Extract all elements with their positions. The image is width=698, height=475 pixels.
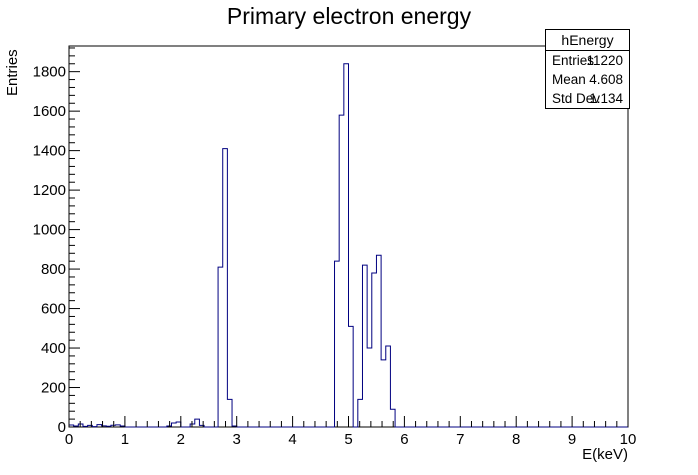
x-tick-label: 8 [512, 431, 520, 448]
y-axis-label: Entries [4, 49, 21, 96]
y-tick-label: 1600 [33, 103, 66, 120]
x-tick-label: 2 [177, 431, 185, 448]
x-tick-label: 5 [344, 431, 352, 448]
x-tick-label: 10 [620, 431, 637, 448]
y-tick-label: 400 [41, 340, 66, 357]
y-tick-label: 1200 [33, 182, 66, 199]
histogram-series-line [68, 63, 628, 428]
stats-label-entries: Entries [552, 53, 595, 68]
stats-row-mean: Mean 4.608 [546, 70, 629, 89]
stats-row-entries: Entries 11220 [546, 51, 629, 70]
x-axis: 0 1 2 3 4 5 6 7 8 9 10 [65, 416, 637, 448]
stats-box: hEnergy Entries 11220 Mean 4.608 Std Dev… [545, 29, 630, 109]
stats-value-stddev: 1.134 [589, 91, 623, 106]
stats-value-entries: 11220 [586, 53, 623, 68]
y-axis: 0 200 400 600 800 1000 1200 1400 1600 1800 [33, 47, 80, 436]
y-tick-label: 800 [41, 261, 66, 278]
x-axis-label: E(keV) [582, 446, 628, 463]
x-tick-label: 6 [400, 431, 408, 448]
stats-value-mean: 4.608 [589, 72, 623, 87]
y-tick-label: 200 [41, 380, 66, 397]
chart-title: Primary electron energy [227, 3, 472, 29]
y-tick-label: 600 [41, 301, 66, 318]
x-tick-label: 7 [456, 431, 464, 448]
stats-row-stddev: Std Dev 1.134 [546, 89, 629, 108]
y-tick-label: 1800 [33, 64, 66, 81]
x-tick-label: 4 [288, 431, 296, 448]
stats-label-stddev: Std Dev [552, 91, 601, 106]
stats-box-title: hEnergy [546, 30, 629, 51]
x-tick-label: 9 [568, 431, 576, 448]
x-tick-label: 1 [121, 431, 129, 448]
stats-label-mean: Mean [552, 72, 586, 87]
y-tick-label: 1000 [33, 222, 66, 239]
x-tick-label: 0 [65, 431, 73, 448]
y-tick-label: 0 [58, 419, 66, 436]
y-tick-label: 1400 [33, 143, 66, 160]
x-tick-label: 3 [233, 431, 241, 448]
